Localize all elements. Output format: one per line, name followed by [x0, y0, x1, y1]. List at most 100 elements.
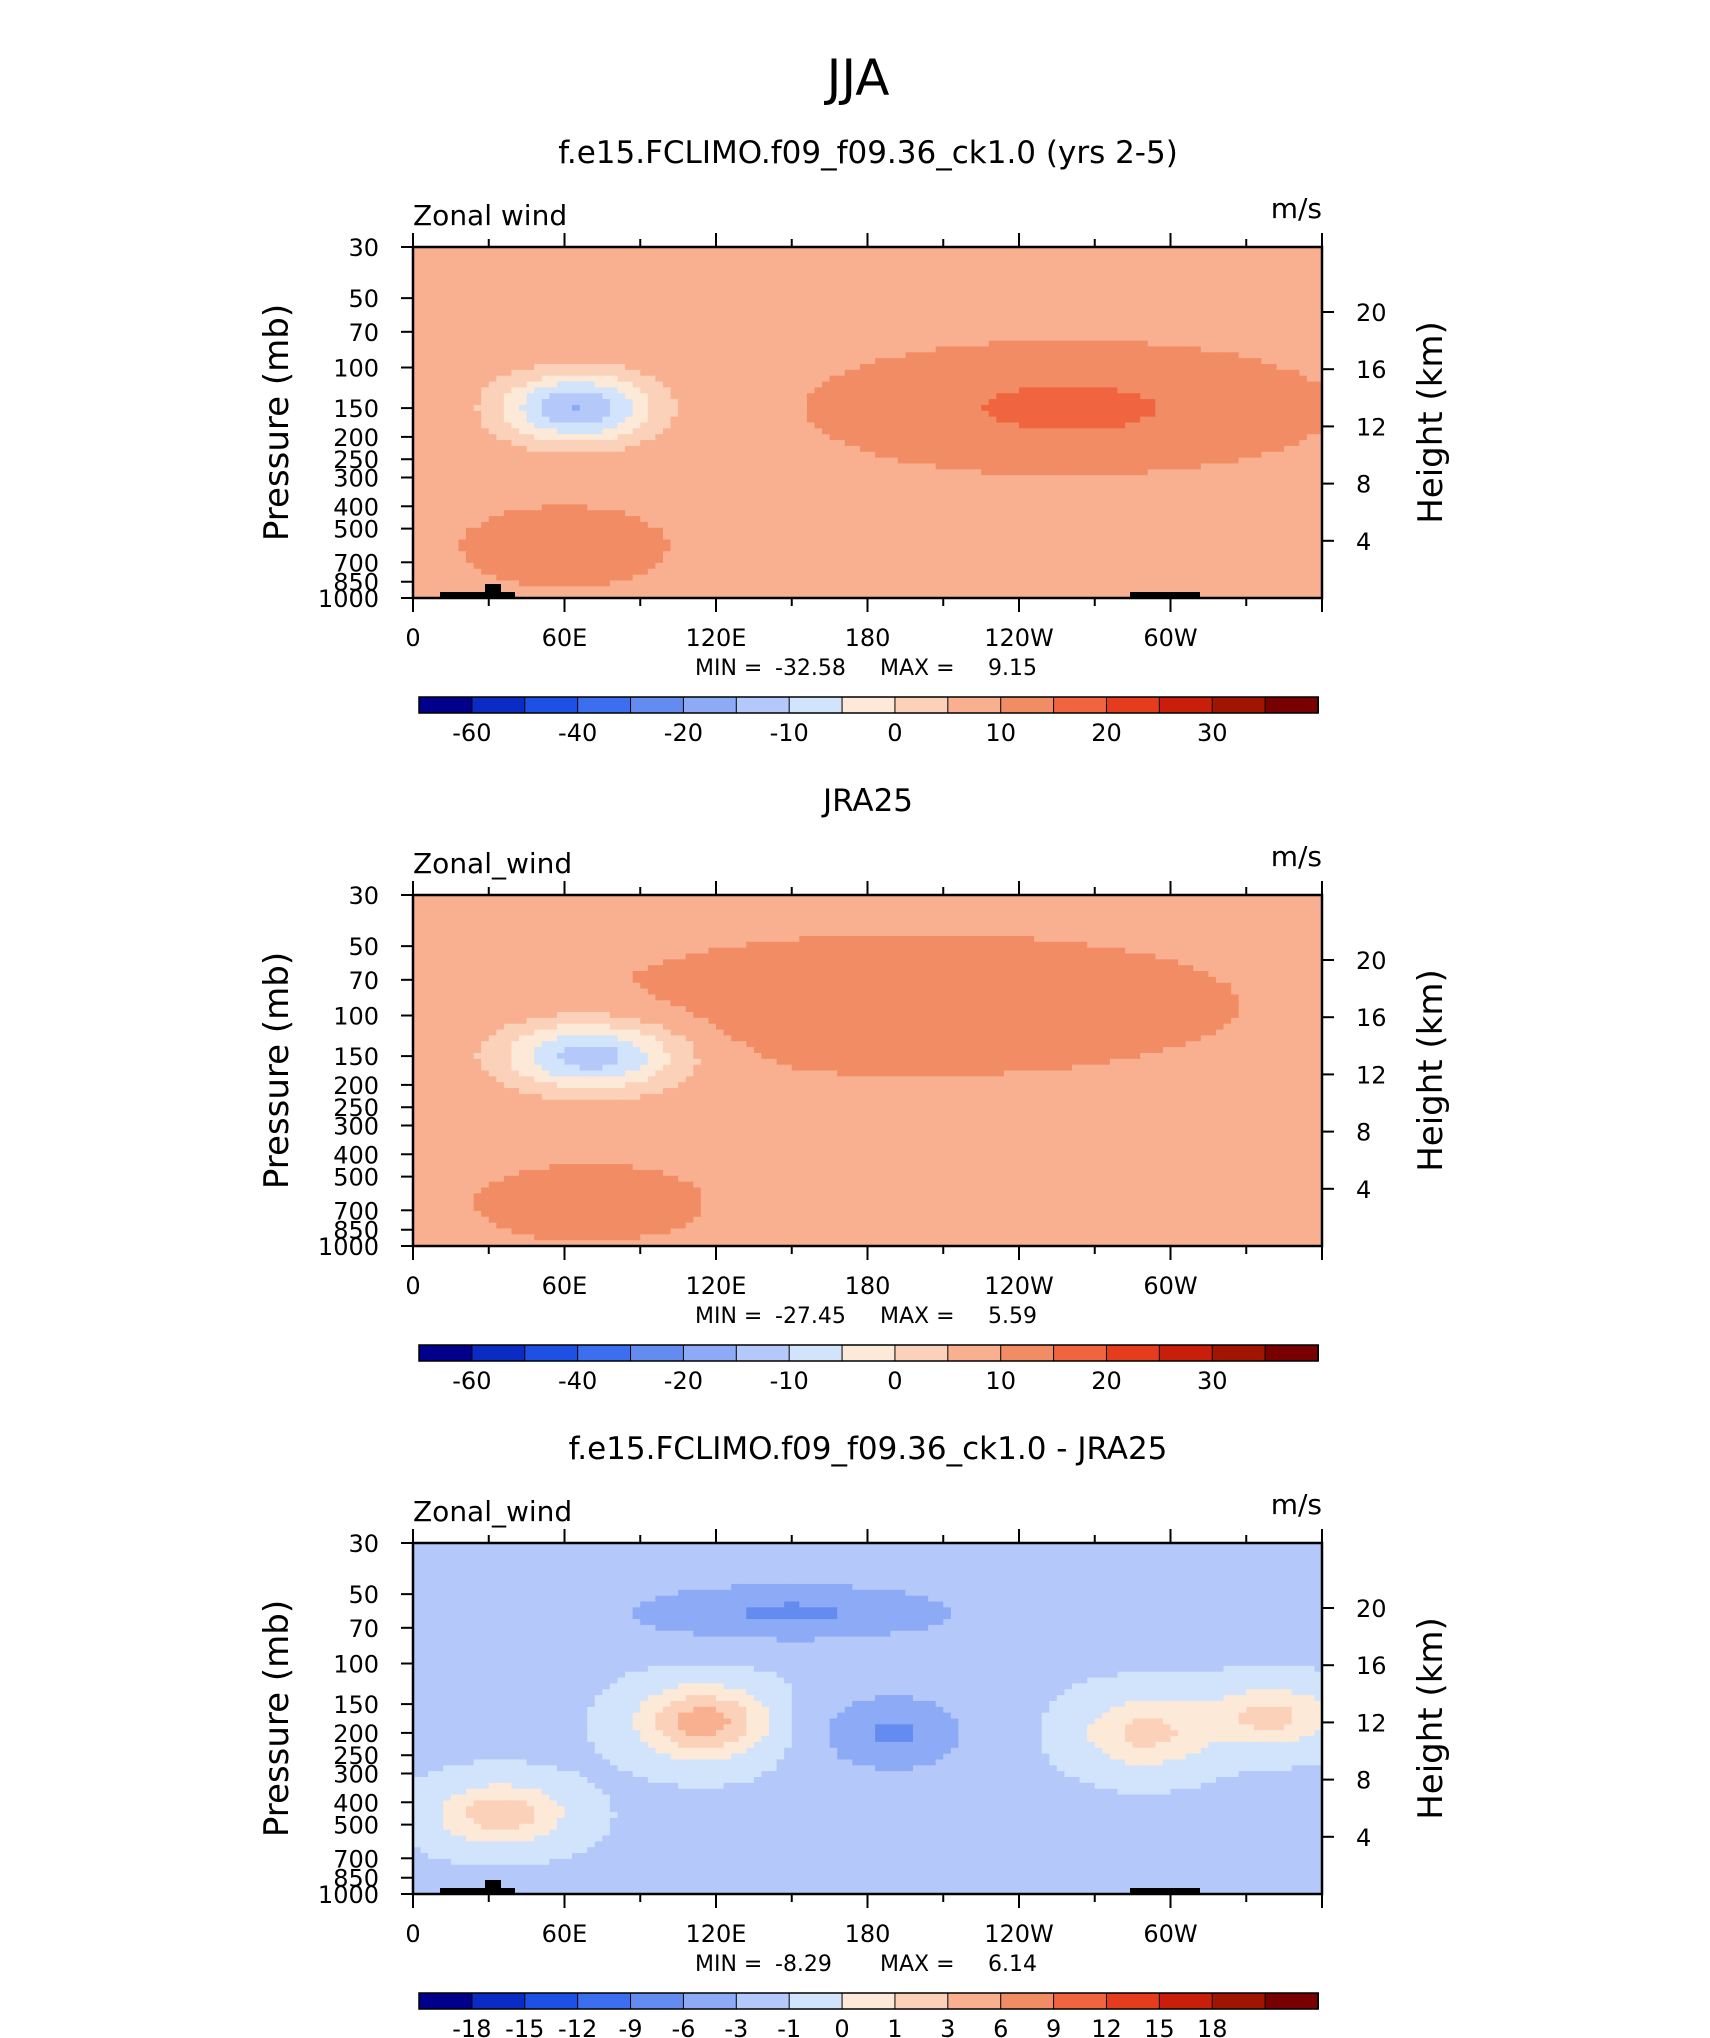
field-cell — [739, 300, 747, 306]
field-cell — [458, 306, 466, 312]
field-cell — [1171, 306, 1179, 312]
field-cell — [1284, 317, 1292, 323]
field-cell — [458, 323, 466, 329]
field-cell — [1125, 276, 1133, 282]
field-cell — [648, 300, 656, 306]
field-cell — [708, 276, 716, 282]
field-cell — [1193, 317, 1201, 323]
field-cell — [451, 294, 459, 300]
field-cell — [1027, 282, 1035, 288]
field-cell — [671, 294, 679, 300]
field-cell — [443, 300, 451, 306]
field-cell — [1102, 311, 1110, 317]
field-cell — [1261, 306, 1269, 312]
field-cell — [580, 323, 588, 329]
field-cell — [1102, 317, 1110, 323]
field-cell — [610, 270, 618, 276]
field-cell — [890, 259, 898, 265]
field-cell — [701, 317, 709, 323]
field-cell — [648, 259, 656, 265]
field-cell — [1307, 306, 1315, 312]
field-cell — [769, 300, 777, 306]
field-cell — [602, 294, 610, 300]
field-cell — [1049, 253, 1057, 259]
field-cell — [466, 253, 474, 259]
field-cell — [777, 311, 785, 317]
field-cell — [504, 300, 512, 306]
field-cell — [1269, 253, 1277, 259]
field-cell — [1239, 300, 1247, 306]
field-cell — [1186, 323, 1194, 329]
field-cell — [1027, 311, 1035, 317]
field-cell — [549, 259, 557, 265]
field-cell — [633, 294, 641, 300]
field-cell — [739, 311, 747, 317]
field-cell — [618, 253, 626, 259]
field-cell — [1201, 259, 1209, 265]
field-cell — [1117, 270, 1125, 276]
field-cell — [1027, 323, 1035, 329]
field-cell — [436, 270, 444, 276]
field-cell — [898, 300, 906, 306]
field-cell — [1087, 253, 1095, 259]
field-cell — [421, 311, 429, 317]
field-cell — [625, 306, 633, 312]
field-cell — [572, 282, 580, 288]
field-cell — [534, 282, 542, 288]
field-cell — [792, 276, 800, 282]
field-cell — [852, 294, 860, 300]
field-cell — [481, 282, 489, 288]
field-cell — [943, 323, 951, 329]
field-cell — [572, 300, 580, 306]
field-cell — [640, 265, 648, 271]
field-cell — [504, 270, 512, 276]
field-cell — [739, 259, 747, 265]
field-cell — [1064, 306, 1072, 312]
field-cell — [777, 259, 785, 265]
field-cell — [860, 288, 868, 294]
field-cell — [648, 288, 656, 294]
field-cell — [504, 317, 512, 323]
field-cell — [693, 306, 701, 312]
field-cell — [1307, 317, 1315, 323]
field-cell — [1239, 306, 1247, 312]
field-cell — [1299, 294, 1307, 300]
field-cell — [504, 265, 512, 271]
field-cell — [421, 270, 429, 276]
field-cell — [837, 259, 845, 265]
field-cell — [572, 276, 580, 282]
field-cell — [1231, 306, 1239, 312]
field-cell — [731, 311, 739, 317]
field-cell — [1133, 294, 1141, 300]
field-cell — [898, 323, 906, 329]
field-cell — [883, 323, 891, 329]
field-cell — [1117, 282, 1125, 288]
field-cell — [814, 282, 822, 288]
field-cell — [1239, 282, 1247, 288]
field-cell — [989, 288, 997, 294]
field-cell — [1246, 306, 1254, 312]
field-cell — [1292, 294, 1300, 300]
field-cell — [1125, 259, 1133, 265]
field-cell — [769, 294, 777, 300]
field-cell — [936, 323, 944, 329]
field-cell — [549, 276, 557, 282]
field-cell — [489, 300, 497, 306]
field-cell — [1042, 270, 1050, 276]
field-cell — [1019, 311, 1027, 317]
field-cell — [958, 323, 966, 329]
field-cell — [905, 300, 913, 306]
field-cell — [1072, 253, 1080, 259]
field-cell — [655, 306, 663, 312]
field-cell — [822, 253, 830, 259]
field-cell — [1224, 323, 1232, 329]
field-cell — [716, 323, 724, 329]
field-cell — [655, 276, 663, 282]
field-cell — [1133, 311, 1141, 317]
field-cell — [1307, 276, 1315, 282]
field-cell — [837, 300, 845, 306]
field-cell — [1261, 253, 1269, 259]
field-cell — [489, 306, 497, 312]
field-cell — [1027, 270, 1035, 276]
field-cell — [777, 253, 785, 259]
